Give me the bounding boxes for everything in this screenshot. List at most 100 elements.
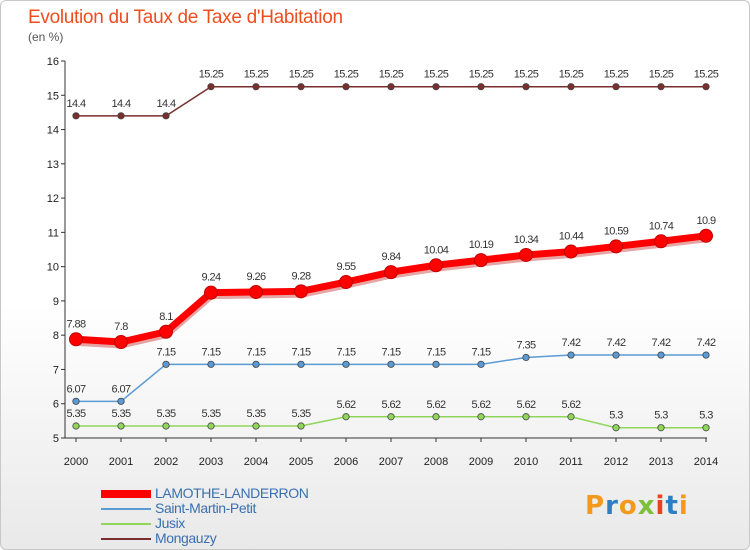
data-label: 15.25 bbox=[514, 69, 539, 81]
data-point bbox=[522, 413, 530, 421]
data-label: 15.25 bbox=[379, 69, 404, 81]
x-tick-label: 2009 bbox=[469, 456, 493, 468]
data-point bbox=[477, 83, 485, 91]
legend-swatch bbox=[101, 490, 151, 498]
data-label: 5.3 bbox=[609, 410, 623, 422]
data-point bbox=[567, 83, 575, 91]
x-tick-label: 2007 bbox=[379, 456, 403, 468]
data-point bbox=[612, 83, 620, 91]
data-label: 7.15 bbox=[426, 346, 445, 358]
y-tick-label: 12 bbox=[47, 193, 59, 205]
data-label: 15.25 bbox=[334, 69, 359, 81]
data-label: 7.88 bbox=[66, 318, 85, 330]
data-point bbox=[612, 351, 620, 359]
data-label: 8.1 bbox=[159, 311, 173, 323]
data-point bbox=[342, 83, 350, 91]
logo-letter: x bbox=[637, 491, 656, 521]
data-label: 9.28 bbox=[291, 270, 310, 282]
data-label: 14.4 bbox=[66, 98, 85, 110]
data-point bbox=[162, 422, 170, 430]
data-point bbox=[657, 351, 665, 359]
logo-letter: P bbox=[585, 491, 606, 521]
data-point bbox=[432, 413, 440, 421]
data-point bbox=[204, 285, 218, 300]
logo-letter: t bbox=[665, 491, 679, 521]
data-point bbox=[72, 112, 80, 120]
y-tick-label: 13 bbox=[47, 159, 59, 171]
proxiti-logo: Proxiti bbox=[585, 491, 689, 521]
x-tick-label: 2000 bbox=[64, 456, 88, 468]
data-label: 7.35 bbox=[516, 339, 535, 351]
logo-letter: i bbox=[678, 491, 689, 521]
x-tick-label: 2003 bbox=[199, 456, 223, 468]
data-point bbox=[657, 424, 665, 432]
data-point bbox=[702, 351, 710, 359]
legend-swatch bbox=[101, 523, 151, 525]
data-label: 15.25 bbox=[424, 69, 449, 81]
data-point bbox=[117, 112, 125, 120]
data-point bbox=[387, 83, 395, 91]
data-point bbox=[477, 360, 485, 368]
data-label: 9.24 bbox=[201, 272, 220, 284]
data-point bbox=[252, 83, 260, 91]
data-label: 5.62 bbox=[381, 399, 400, 411]
data-label: 6.07 bbox=[66, 383, 85, 395]
data-label: 15.25 bbox=[559, 69, 584, 81]
data-label: 7.15 bbox=[156, 346, 175, 358]
data-point bbox=[207, 422, 215, 430]
x-tick-label: 2010 bbox=[514, 456, 538, 468]
data-label: 7.15 bbox=[471, 346, 490, 358]
y-tick-label: 6 bbox=[53, 399, 59, 411]
data-label: 15.25 bbox=[694, 69, 719, 81]
data-point bbox=[72, 422, 80, 430]
legend-label: LAMOTHE-LANDERRON bbox=[155, 485, 309, 501]
data-label: 10.9 bbox=[696, 215, 715, 227]
data-label: 5.3 bbox=[654, 410, 668, 422]
data-label: 10.74 bbox=[649, 220, 674, 232]
data-point bbox=[702, 83, 710, 91]
data-label: 10.19 bbox=[469, 239, 494, 251]
data-point bbox=[207, 360, 215, 368]
data-point bbox=[252, 422, 260, 430]
logo-letter: o bbox=[618, 491, 638, 521]
data-label: 10.34 bbox=[514, 234, 539, 246]
data-point bbox=[252, 360, 260, 368]
y-tick-label: 10 bbox=[47, 262, 59, 274]
data-point bbox=[429, 258, 443, 273]
y-tick-label: 15 bbox=[47, 90, 59, 102]
data-label: 5.62 bbox=[426, 399, 445, 411]
chart-title: Evolution du Taux de Taxe d'Habitation bbox=[28, 7, 343, 28]
series-lamothe-landerron: 7.88 7.8 8.1 9.24 9.26 9.28 9.55 9.84 10.04 10.19… bbox=[66, 215, 717, 350]
data-label: 5.62 bbox=[471, 399, 490, 411]
data-point bbox=[564, 244, 578, 259]
legend-label: Saint-Martin-Petit bbox=[155, 500, 256, 516]
data-label: 9.84 bbox=[381, 251, 400, 263]
data-point bbox=[522, 353, 530, 362]
data-label: 15.25 bbox=[199, 69, 224, 81]
data-point bbox=[162, 360, 170, 368]
logo-letter: r bbox=[605, 491, 619, 521]
data-point bbox=[474, 253, 488, 268]
data-point bbox=[297, 360, 305, 368]
data-point bbox=[432, 83, 440, 91]
data-point bbox=[342, 413, 350, 421]
data-label: 5.62 bbox=[516, 399, 535, 411]
legend-label: Jusix bbox=[155, 515, 185, 531]
data-label: 5.35 bbox=[111, 408, 130, 420]
data-label: 7.15 bbox=[336, 346, 355, 358]
y-tick-label: 16 bbox=[47, 56, 59, 68]
data-point bbox=[387, 413, 395, 421]
data-label: 14.4 bbox=[111, 98, 130, 110]
data-label: 7.42 bbox=[606, 337, 625, 349]
x-tick-label: 2011 bbox=[559, 456, 583, 468]
data-point bbox=[657, 83, 665, 91]
data-label: 9.55 bbox=[336, 261, 355, 273]
data-point bbox=[339, 275, 353, 290]
data-point bbox=[294, 284, 308, 299]
data-point bbox=[249, 284, 263, 299]
data-point bbox=[342, 360, 350, 368]
x-tick-label: 2008 bbox=[424, 456, 448, 468]
data-point bbox=[522, 83, 530, 91]
